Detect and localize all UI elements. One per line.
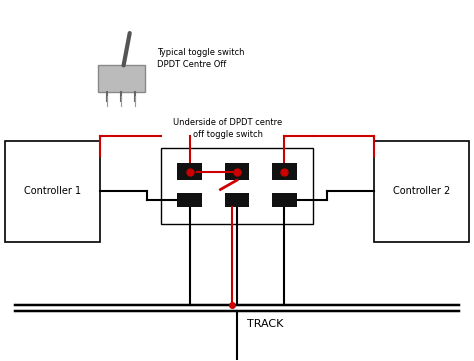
Text: Controller 2: Controller 2 (392, 186, 450, 196)
Text: Controller 1: Controller 1 (24, 186, 81, 196)
Text: Typical toggle switch
DPDT Centre Off: Typical toggle switch DPDT Centre Off (156, 48, 244, 69)
Bar (225, 163, 249, 180)
Text: TRACK: TRACK (247, 319, 283, 329)
Bar (5, 141, 100, 242)
Bar (161, 148, 313, 224)
Bar (98, 65, 145, 92)
Bar (177, 163, 202, 180)
Bar (177, 193, 202, 208)
Bar (272, 163, 297, 180)
Bar (374, 141, 469, 242)
Bar (225, 193, 249, 208)
Bar (272, 193, 297, 208)
Text: Underside of DPDT centre
off toggle switch: Underside of DPDT centre off toggle swit… (173, 118, 282, 139)
